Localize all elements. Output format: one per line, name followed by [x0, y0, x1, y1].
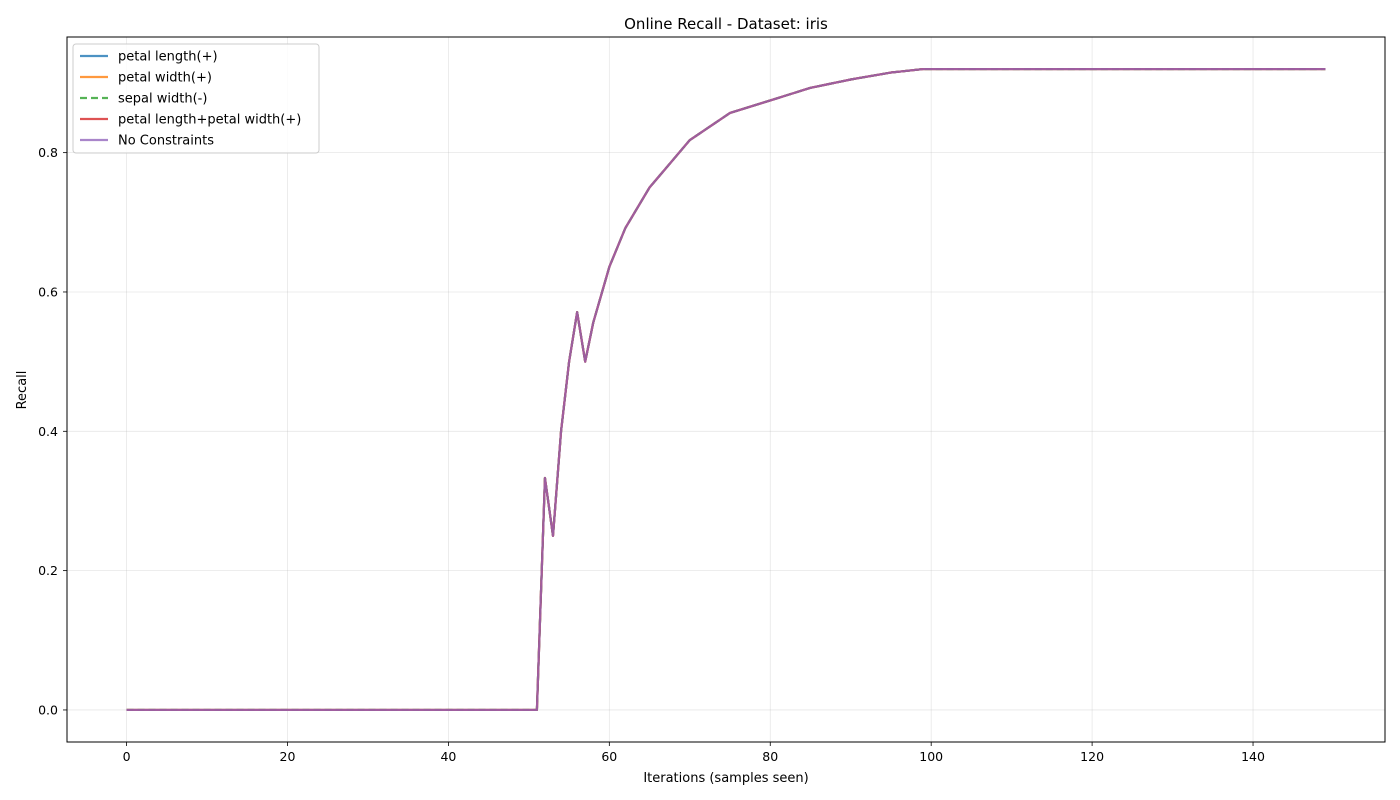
legend-entry-label: sepal width(-): [118, 92, 207, 107]
y-tick-label: 0.6: [38, 284, 58, 299]
series-line-3: [126, 67, 1326, 712]
legend-entry-label: petal length+petal width(+): [118, 113, 301, 128]
series-line-1: [126, 67, 1326, 712]
x-tick-label: 120: [1080, 749, 1104, 764]
x-tick-label: 100: [919, 749, 943, 764]
y-tick-label: 0.4: [38, 424, 58, 439]
series-line-5: [126, 67, 1326, 712]
x-tick-label: 40: [440, 749, 456, 764]
series-lines: [126, 67, 1326, 712]
x-axis: 0 20 40 60 80 100 120 140: [123, 742, 1265, 764]
x-axis-label: Iterations (samples seen): [643, 771, 808, 786]
y-axis-label: Recall: [15, 371, 30, 410]
legend-entry-label: No Constraints: [118, 134, 214, 149]
y-tick-label: 0.2: [38, 563, 58, 578]
grid: [67, 37, 1385, 742]
chart-title: Online Recall - Dataset: iris: [624, 15, 828, 33]
legend-entry-label: petal length(+): [118, 50, 218, 65]
series-line-2: [126, 67, 1326, 712]
legend: petal length(+) petal width(+) sepal width…: [72, 43, 320, 154]
x-tick-label: 0: [123, 749, 131, 764]
y-tick-label: 0.8: [38, 145, 58, 160]
plot-frame: [66, 36, 1386, 743]
x-tick-label: 20: [280, 749, 296, 764]
x-tick-label: 140: [1241, 749, 1265, 764]
legend-entry-label: petal width(+): [118, 71, 212, 86]
x-tick-label: 80: [762, 749, 778, 764]
x-tick-label: 60: [601, 749, 617, 764]
y-tick-label: 0.0: [38, 702, 58, 717]
series-line-4: [126, 67, 1326, 712]
legend-box: [72, 43, 320, 154]
y-axis: 0.0 0.2 0.4 0.6 0.8: [38, 145, 67, 717]
